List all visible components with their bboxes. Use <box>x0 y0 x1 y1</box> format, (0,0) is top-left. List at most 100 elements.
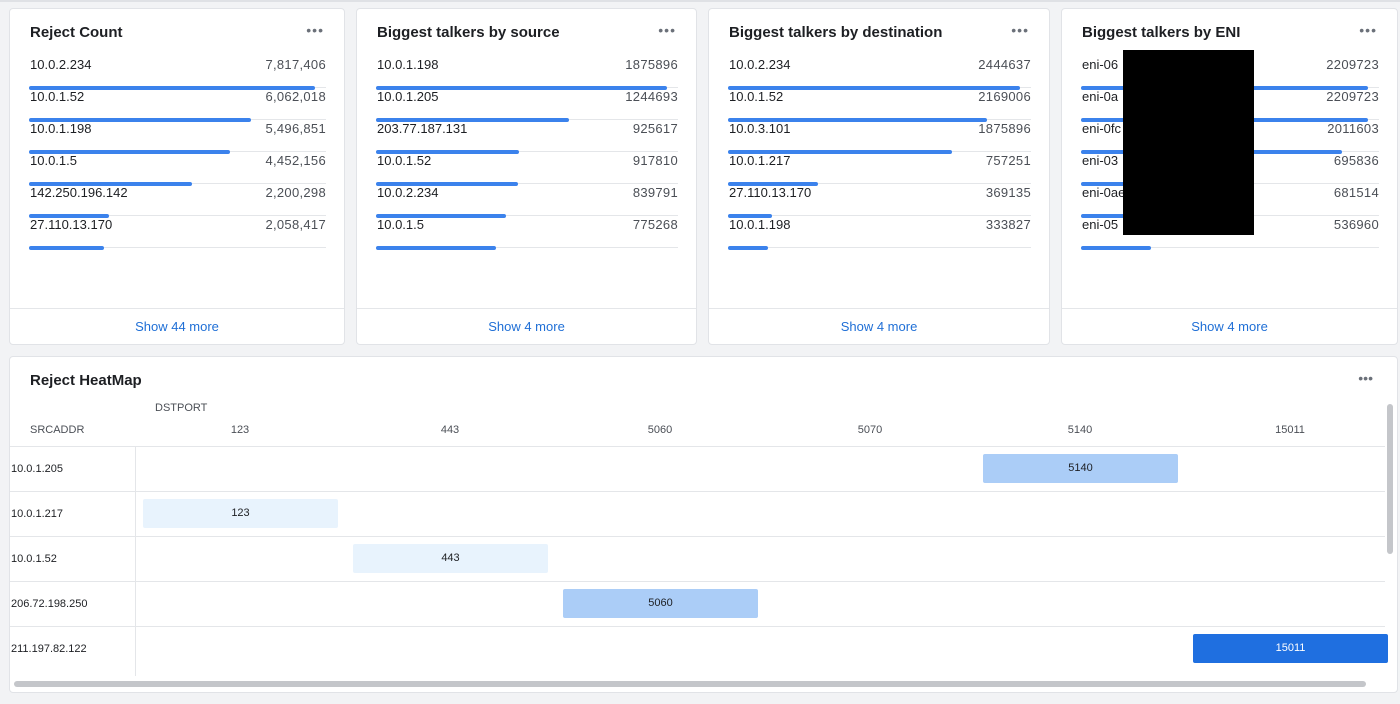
list-item[interactable]: 10.0.1.52 2169006 <box>728 88 1031 122</box>
source-address: 211.197.82.122 <box>11 643 87 655</box>
item-label: 10.0.1.217 <box>729 153 791 168</box>
list-item[interactable]: 27.110.13.170 2,058,417 <box>29 216 326 250</box>
item-label: eni-0ae <box>1082 185 1126 200</box>
list-item[interactable]: 10.0.1.5 4,452,156 <box>29 152 326 186</box>
horizontal-scrollbar[interactable] <box>14 681 1366 687</box>
more-options-icon[interactable]: ••• <box>306 22 324 38</box>
heatmap-row: 10.0.1.217 123 <box>10 491 1385 536</box>
source-address: 10.0.1.217 <box>11 508 63 520</box>
list-item[interactable]: 10.0.3.101 1875896 <box>728 120 1031 154</box>
item-label: 10.0.1.52 <box>30 89 85 104</box>
value-bar <box>376 246 496 250</box>
card-footer: Show 4 more <box>709 308 1049 344</box>
rank-list: 10.0.2.234 7,817,406 10.0.1.52 6,062,018 10.… <box>29 56 326 250</box>
item-value: 2169006 <box>978 89 1031 104</box>
item-value: 2,058,417 <box>265 217 326 232</box>
more-options-icon[interactable]: ••• <box>1011 22 1029 38</box>
value-bar <box>728 86 1020 90</box>
list-item[interactable]: 10.0.1.52 6,062,018 <box>29 88 326 122</box>
item-label: 10.0.3.101 <box>729 121 791 136</box>
card-title: Reject HeatMap <box>30 372 142 389</box>
value-bar <box>728 246 768 250</box>
card-title: Biggest talkers by source <box>377 24 560 41</box>
vertical-scrollbar[interactable] <box>1387 404 1393 554</box>
card-footer: Show 4 more <box>357 308 696 344</box>
item-label: eni-0a <box>1082 89 1119 104</box>
rank-list: 10.0.2.234 2444637 10.0.1.52 2169006 10.0.3.… <box>728 56 1031 250</box>
item-label: eni-03 <box>1082 153 1119 168</box>
item-value: 1875896 <box>625 57 678 72</box>
card-title: Biggest talkers by destination <box>729 24 943 41</box>
item-label: 10.0.2.234 <box>30 57 92 72</box>
item-label: 10.0.1.198 <box>30 121 92 136</box>
show-more-link[interactable]: Show 4 more <box>1191 319 1268 334</box>
column-header: 443 <box>440 424 460 436</box>
heatmap-cell[interactable]: 5060 <box>563 589 758 618</box>
redaction-block <box>1123 50 1254 235</box>
reject-heatmap-card: Reject HeatMap ••• DSTPORT SRCADDR 123 44… <box>9 356 1398 693</box>
value-bar <box>29 214 109 218</box>
source-address: 206.72.198.250 <box>11 598 88 610</box>
list-item[interactable]: 10.0.2.234 2444637 <box>728 56 1031 90</box>
list-item[interactable]: 27.110.13.170 369135 <box>728 184 1031 218</box>
heatmap-cell[interactable]: 5140 <box>983 454 1178 483</box>
list-item[interactable]: 203.77.187.131 925617 <box>376 120 678 154</box>
show-more-link[interactable]: Show 44 more <box>135 319 219 334</box>
item-value: 2,200,298 <box>265 185 326 200</box>
more-options-icon[interactable]: ••• <box>1358 370 1373 386</box>
item-value: 917810 <box>632 153 678 168</box>
heatmap-row: 10.0.1.52 443 <box>10 536 1385 581</box>
item-value: 7,817,406 <box>265 57 326 72</box>
list-item[interactable]: 10.0.1.217 757251 <box>728 152 1031 186</box>
item-value: 2444637 <box>978 57 1031 72</box>
item-label: eni-05 <box>1082 217 1119 232</box>
item-value: 2011603 <box>1327 121 1379 136</box>
column-header: 5060 <box>647 424 673 436</box>
card-footer: Show 44 more <box>10 308 344 344</box>
list-item[interactable]: eni-05 536960 <box>1081 216 1379 250</box>
item-value: 4,452,156 <box>265 153 326 168</box>
list-item[interactable]: 10.0.1.198 5,496,851 <box>29 120 326 154</box>
show-more-link[interactable]: Show 4 more <box>488 319 565 334</box>
value-bar <box>29 86 315 90</box>
heatmap-row: 206.72.198.250 5060 <box>10 581 1385 626</box>
item-value: 2209723 <box>1326 89 1379 104</box>
more-options-icon[interactable]: ••• <box>1359 22 1377 38</box>
more-options-icon[interactable]: ••• <box>658 22 676 38</box>
show-more-link[interactable]: Show 4 more <box>840 319 918 334</box>
item-value: 1244693 <box>625 89 678 104</box>
list-item[interactable]: 142.250.196.142 2,200,298 <box>29 184 326 218</box>
item-value: 839791 <box>632 185 678 200</box>
heatmap-cell[interactable]: 123 <box>143 499 338 528</box>
item-value: 695836 <box>1333 153 1379 168</box>
talkers-by-eni-card: Biggest talkers by ENI ••• eni-06 2209723… <box>1061 8 1398 345</box>
list-item[interactable]: 10.0.1.52 917810 <box>376 152 678 186</box>
card-title: Biggest talkers by ENI <box>1082 24 1241 41</box>
item-label: 203.77.187.131 <box>377 121 468 136</box>
item-label: 10.0.1.5 <box>377 217 424 232</box>
value-bar <box>29 182 192 186</box>
heatmap-cell[interactable]: 15011 <box>1193 634 1388 663</box>
value-bar <box>29 118 251 122</box>
source-address: 10.0.1.205 <box>11 463 63 475</box>
list-item[interactable]: 10.0.1.198 333827 <box>728 216 1031 250</box>
list-item[interactable]: 10.0.1.205 1244693 <box>376 88 678 122</box>
list-item[interactable]: 10.0.2.234 7,817,406 <box>29 56 326 90</box>
column-header: 5070 <box>857 424 883 436</box>
item-value: 369135 <box>985 185 1031 200</box>
reject-count-card: Reject Count ••• 10.0.2.234 7,817,406 10.0… <box>9 8 345 345</box>
talkers-by-source-card: Biggest talkers by source ••• 10.0.1.198… <box>356 8 697 345</box>
value-bar <box>1081 246 1151 250</box>
item-value: 2209723 <box>1326 57 1379 72</box>
row-axis-label: SRCADDR <box>30 424 85 436</box>
item-label: 27.110.13.170 <box>30 217 113 232</box>
value-bar <box>29 150 230 154</box>
list-item[interactable]: 10.0.2.234 839791 <box>376 184 678 218</box>
heatmap-row: 211.197.82.122 15011 <box>10 626 1388 671</box>
heatmap-cell[interactable]: 443 <box>353 544 548 573</box>
value-bar <box>728 182 818 186</box>
heatmap-row: 10.0.1.205 5140 <box>10 446 1385 491</box>
rank-list: 10.0.1.198 1875896 10.0.1.205 1244693 203.77… <box>376 56 678 250</box>
list-item[interactable]: 10.0.1.5 775268 <box>376 216 678 250</box>
list-item[interactable]: 10.0.1.198 1875896 <box>376 56 678 90</box>
